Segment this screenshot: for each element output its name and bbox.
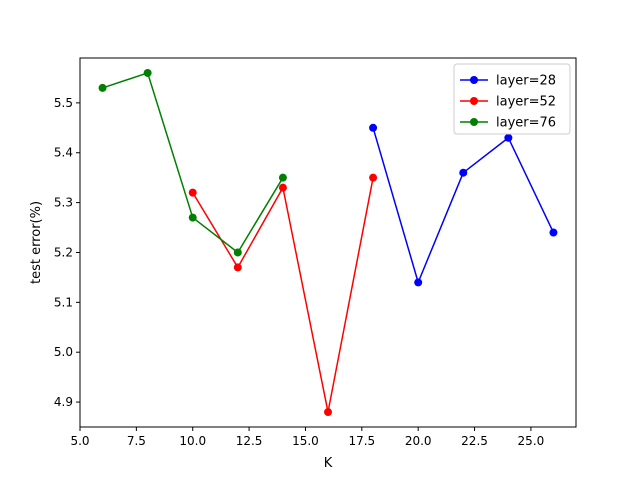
data-point [324, 408, 332, 417]
y-tick-label: 5.1 [54, 295, 73, 309]
data-point [143, 68, 152, 77]
x-tick-label: 25.0 [518, 434, 545, 448]
data-point [369, 173, 378, 182]
legend-entry-label: layer=52 [496, 95, 556, 110]
data-point [369, 123, 378, 132]
data-point [278, 183, 287, 192]
y-tick-label: 4.9 [54, 395, 73, 409]
x-tick-label: 5.0 [70, 434, 89, 448]
y-axis: 4.9 5.0 5.1 5.2 5.3 5.4 5.5 [54, 96, 80, 409]
legend-box [453, 63, 571, 135]
x-axis: 5.0 7.5 10.0 12.5 15.0 17.5 20.0 22.5 25.0 [70, 427, 544, 448]
x-tick-label: 15.0 [292, 434, 319, 448]
y-tick-label: 5.3 [54, 196, 73, 210]
data-point [233, 248, 242, 257]
data-point [233, 263, 242, 272]
axes-frame [79, 57, 577, 428]
x-axis-label: K [324, 456, 333, 471]
x-tick-label: 7.5 [127, 434, 146, 448]
data-point [549, 228, 558, 237]
y-axis-label: test error(%) [29, 201, 44, 284]
data-point [98, 83, 107, 92]
data-point [459, 168, 468, 177]
legend-entry-label: layer=28 [496, 74, 556, 89]
data-point [414, 278, 423, 287]
data-point [504, 133, 513, 142]
x-tick-label: 12.5 [236, 434, 263, 448]
x-tick-label: 20.0 [405, 434, 432, 448]
legend-marker [470, 118, 478, 126]
series-layer [98, 68, 558, 417]
legend-entry-label: layer=76 [496, 116, 556, 131]
x-tick-label: 17.5 [348, 434, 375, 448]
y-tick-label: 5.5 [54, 96, 73, 110]
legend-marker [470, 76, 478, 84]
data-point [188, 213, 197, 222]
legend: layer=28 layer=52 layer=76 [453, 63, 571, 135]
data-point [188, 188, 197, 197]
legend-marker [470, 97, 478, 105]
y-tick-label: 5.4 [54, 146, 73, 160]
x-tick-label: 22.5 [461, 434, 488, 448]
y-tick-label: 5.0 [54, 345, 73, 359]
data-point [278, 173, 287, 182]
x-tick-label: 10.0 [179, 434, 206, 448]
y-tick-label: 5.2 [54, 245, 73, 259]
